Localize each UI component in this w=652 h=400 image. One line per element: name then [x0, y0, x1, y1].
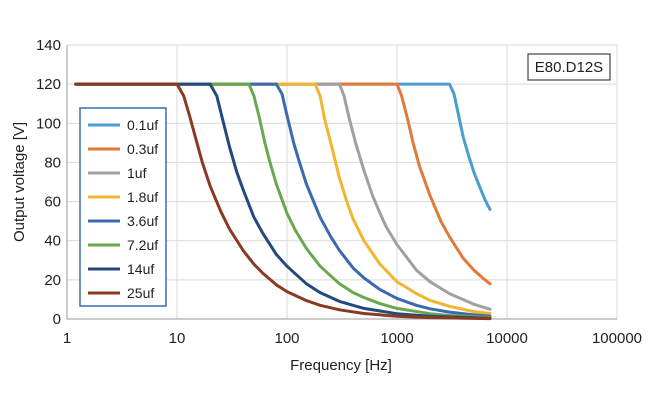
- series-line-25uf: [74, 82, 492, 321]
- y-axis-title: Output voltage [V]: [11, 122, 28, 242]
- y-tick-label-5: 100: [36, 115, 61, 132]
- legend-label-3.6uf: 3.6uf: [127, 213, 158, 229]
- legend-label-1uf: 1uf: [127, 165, 147, 181]
- series-line-1uf: [74, 82, 492, 311]
- legend-label-7.2uf: 7.2uf: [127, 237, 158, 253]
- y-tick-label-0: 0: [53, 311, 61, 328]
- y-tick-label-6: 120: [36, 76, 61, 93]
- legend: 0.1uf 0.3uf 1uf 1.8uf 3.6uf 7.2uf 14uf 25uf: [79, 107, 167, 307]
- legend-label-14uf: 14uf: [127, 261, 154, 277]
- y-tick-label-2: 40: [44, 233, 61, 250]
- x-axis-title: Frequency [Hz]: [290, 357, 392, 374]
- series-line-1.8uf: [74, 82, 492, 315]
- series-line-14uf: [74, 82, 492, 320]
- model-label-box: E80.D12S: [527, 53, 611, 81]
- x-tick-label-0: 1: [63, 330, 71, 347]
- x-tick-labels: 1 10 100 1000 10000 100000: [63, 330, 642, 347]
- legend-box: [79, 107, 167, 307]
- y-tick-label-3: 60: [44, 194, 61, 211]
- x-tick-label-4: 10000: [486, 330, 528, 347]
- series-line-3.6uf: [74, 82, 492, 318]
- legend-label-25uf: 25uf: [127, 285, 154, 301]
- series-line-7.2uf: [74, 82, 492, 319]
- legend-label-0.1uf: 0.1uf: [127, 117, 158, 133]
- model-label: E80.D12S: [535, 59, 603, 76]
- x-tick-label-3: 1000: [380, 330, 413, 347]
- y-tick-label-1: 20: [44, 272, 61, 289]
- legend-label-0.3uf: 0.3uf: [127, 141, 158, 157]
- series-group: [74, 82, 492, 321]
- series-line-0.1uf: [74, 82, 492, 211]
- legend-label-1.8uf: 1.8uf: [127, 189, 158, 205]
- x-tick-label-2: 100: [274, 330, 299, 347]
- y-tick-label-7: 140: [36, 37, 61, 54]
- series-line-0.3uf: [74, 82, 492, 286]
- y-tick-label-4: 80: [44, 154, 61, 171]
- x-tick-label-5: 100000: [592, 330, 642, 347]
- x-tick-label-1: 10: [169, 330, 186, 347]
- y-tick-labels: 0 20 40 60 80 100 120 140: [36, 37, 61, 328]
